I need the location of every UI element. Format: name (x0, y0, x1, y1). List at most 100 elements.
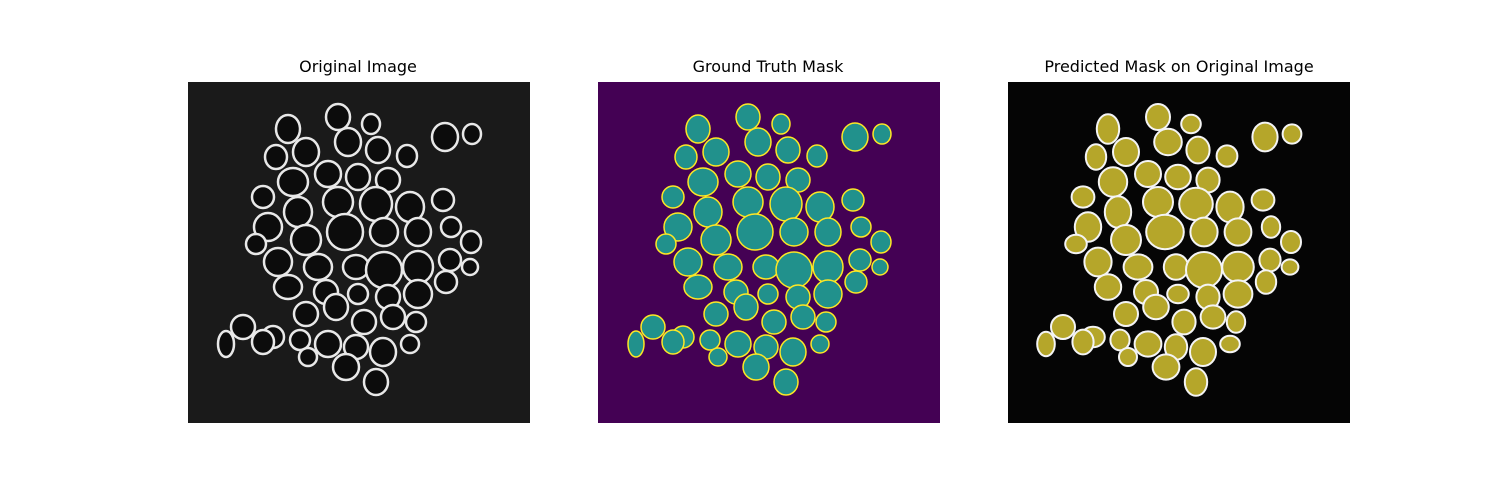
cell-shape (1250, 188, 1276, 212)
cell-shape (1199, 304, 1227, 330)
cell-shape (1071, 328, 1095, 356)
cell-shape (1281, 123, 1303, 145)
cell-shape (627, 330, 645, 358)
cell-shape (655, 233, 677, 255)
cell-shape (1064, 233, 1088, 255)
cell-shape (289, 223, 323, 257)
cell-shape (683, 274, 713, 300)
cell-shape (313, 329, 343, 359)
cell-shape (733, 293, 759, 321)
cell-shape (779, 337, 807, 367)
cell-shape (1280, 230, 1302, 254)
cell-shape (735, 103, 761, 131)
cell-shape (813, 279, 843, 309)
cell-shape (700, 224, 732, 256)
cell-shape (1189, 216, 1219, 248)
cell-shape (661, 329, 685, 355)
cell-shape (1036, 330, 1056, 358)
cell-shape (744, 127, 772, 157)
original-image-panel (188, 82, 530, 423)
cell-shape (1153, 127, 1183, 157)
cell-shape (321, 185, 355, 219)
cell-shape (292, 300, 320, 328)
cell-shape (1178, 186, 1214, 222)
cell-shape (761, 309, 787, 335)
cell-shape (773, 368, 799, 396)
cell-shape (272, 273, 304, 301)
cell-shape (331, 352, 361, 382)
cell-shape (1254, 269, 1278, 295)
cell-shape (324, 102, 352, 132)
cell-shape (1050, 314, 1076, 340)
cell-shape (461, 122, 483, 146)
cell-shape (713, 253, 743, 281)
cell-shape (1145, 103, 1171, 131)
cell-shape (1109, 328, 1131, 352)
cell-shape (1171, 308, 1197, 336)
cell-shape (1133, 330, 1163, 358)
ground-truth-mask-panel (598, 82, 940, 423)
cell-shape (775, 251, 813, 289)
cell-shape (1185, 251, 1223, 289)
cell-shape (742, 353, 770, 381)
cell-shape (379, 303, 407, 331)
cell-shape (779, 217, 809, 247)
predicted-mask-image (1008, 82, 1350, 423)
cell-shape (244, 232, 268, 256)
cell-shape (282, 195, 314, 229)
cell-shape (368, 216, 400, 248)
cell-shape (790, 304, 816, 330)
cell-shape (1221, 250, 1255, 284)
ground-truth-mask-image (598, 82, 940, 423)
predicted-mask-title: Predicted Mask on Original Image (1044, 57, 1314, 76)
cell-shape (325, 212, 365, 252)
cell-shape (403, 216, 433, 248)
cell-shape (1113, 301, 1139, 327)
cell-shape (291, 136, 321, 168)
cell-shape (1134, 160, 1162, 188)
cell-shape (661, 185, 685, 209)
cell-shape (1083, 246, 1113, 278)
cell-shape (693, 196, 723, 228)
cell-shape (771, 113, 791, 135)
cell-shape (344, 162, 372, 192)
cell-shape (1162, 253, 1190, 281)
cell-shape (350, 308, 378, 336)
cell-shape (1260, 215, 1282, 239)
cell-shape (1095, 113, 1121, 145)
cell-shape (1219, 334, 1241, 354)
cell-shape (1185, 135, 1211, 165)
cell-shape (736, 213, 774, 251)
cell-shape (841, 122, 869, 152)
cell-shape (1084, 143, 1108, 171)
cell-shape (1142, 186, 1174, 218)
cell-shape (1151, 353, 1181, 381)
cell-shape (703, 301, 729, 327)
cell-shape (1183, 367, 1209, 397)
cell-shape (841, 188, 865, 212)
predicted-mask-panel (1008, 82, 1350, 423)
cell-shape (732, 186, 764, 218)
cell-shape (1073, 211, 1103, 243)
cell-shape (755, 163, 781, 191)
cell-shape (872, 123, 892, 145)
original-image (188, 82, 530, 423)
cell-shape (640, 314, 666, 340)
cell-shape (288, 328, 312, 352)
cell-shape (402, 278, 434, 310)
cell-shape (274, 113, 302, 145)
cell-shape (1110, 224, 1142, 256)
cell-shape (368, 336, 398, 368)
cell-shape (1225, 310, 1247, 334)
cell-shape (430, 187, 456, 213)
cell-shape (685, 114, 711, 144)
cell-shape (1118, 347, 1138, 367)
cell-shape (775, 136, 801, 164)
ground-truth-mask-title: Ground Truth Mask (692, 57, 844, 76)
cell-shape (844, 270, 868, 294)
cell-shape (1215, 144, 1239, 168)
cell-shape (439, 215, 463, 239)
cell-shape (663, 212, 693, 242)
cell-shape (1258, 247, 1282, 273)
cell-shape (1093, 273, 1123, 301)
